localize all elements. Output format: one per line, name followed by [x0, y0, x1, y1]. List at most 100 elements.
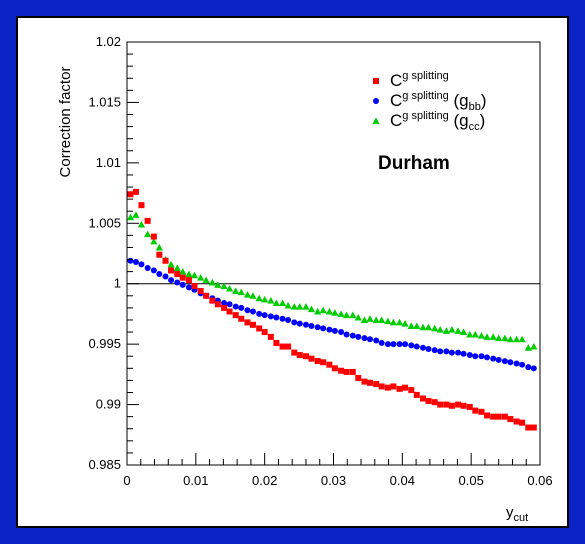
- y-tick-label: 0.99: [96, 397, 121, 412]
- circle-point-6: [162, 273, 169, 280]
- circle-point-46: [396, 341, 403, 348]
- circle-point-21: [249, 308, 256, 315]
- square-point-43: [378, 383, 385, 390]
- circle-point-7: [168, 277, 175, 284]
- triangle-point-11: [190, 271, 199, 279]
- circle-point-52: [431, 347, 438, 354]
- circle-point-47: [402, 341, 409, 348]
- square-point-44: [384, 384, 391, 391]
- triangle-point-36: [337, 310, 345, 317]
- square-point-24: [267, 333, 274, 340]
- triangle-point-7: [167, 260, 175, 268]
- circle-point-55: [448, 349, 455, 356]
- square-point-56: [455, 401, 462, 408]
- x-tick-label: 0.06: [527, 473, 552, 488]
- x-tick-label: 0.02: [252, 473, 277, 488]
- triangle-point-51: [424, 323, 433, 331]
- triangle-point-16: [220, 282, 228, 290]
- legend-base: C: [390, 91, 402, 110]
- circle-point-60: [478, 353, 485, 360]
- square-point-38: [349, 368, 356, 375]
- square-point-51: [425, 397, 432, 404]
- circle-point-67: [519, 361, 526, 368]
- circle-point-10: [185, 284, 192, 291]
- square-point-66: [513, 418, 520, 425]
- triangle-point-47: [401, 319, 409, 327]
- circle-point-58: [466, 352, 473, 359]
- triangle-point-54: [442, 327, 450, 334]
- square-point-11: [191, 283, 198, 290]
- triangle-point-45: [389, 318, 397, 326]
- square-point-30: [302, 353, 309, 360]
- circle-point-61: [483, 354, 490, 361]
- square-point-12: [197, 287, 204, 294]
- y-tick-label: 1: [114, 276, 121, 291]
- square-point-63: [495, 413, 502, 420]
- triangle-point-64: [501, 334, 509, 342]
- y-tick-label: 1.01: [96, 155, 121, 170]
- triangle-point-30: [302, 303, 310, 310]
- triangle-point-27: [284, 301, 292, 309]
- triangle-point-59: [471, 330, 479, 338]
- legend-entry-1: Cg splitting (gbb): [390, 90, 487, 113]
- triangle-point-34: [325, 307, 333, 315]
- square-point-34: [326, 361, 333, 368]
- triangle-point-38: [349, 311, 357, 319]
- circle-point-50: [419, 344, 426, 351]
- x-axis-label-main: y: [506, 504, 514, 521]
- circle-point-63: [495, 356, 502, 363]
- square-point-52: [431, 399, 438, 406]
- triangle-point-3: [144, 230, 152, 238]
- circle-point-43: [378, 339, 385, 346]
- square-point-31: [308, 355, 315, 362]
- circle-point-26: [279, 315, 286, 322]
- circle-point-38: [349, 332, 356, 339]
- triangle-point-63: [495, 334, 503, 342]
- circle-point-68: [525, 364, 532, 371]
- circle-point-28: [291, 319, 298, 326]
- x-tick-label: 0.05: [459, 473, 484, 488]
- triangle-point-26: [278, 299, 287, 307]
- triangle-point-52: [431, 324, 439, 332]
- chart-frame: 0 0.01 0.02 0.03 0.04 0.05 0.06 0.985 0.99 0.995 1…: [16, 16, 569, 528]
- circle-point-66: [513, 360, 520, 367]
- square-point-36: [338, 367, 345, 374]
- triangle-point-19: [237, 288, 245, 296]
- square-point-6: [162, 257, 169, 264]
- triangle-point-8: [173, 264, 181, 272]
- triangle-point-37: [342, 311, 351, 319]
- triangle-point-41: [366, 315, 374, 322]
- square-point-22: [256, 325, 263, 332]
- circle-point-69: [530, 365, 537, 372]
- legend-sup: g splitting: [402, 90, 448, 102]
- triangle-point-18: [232, 287, 240, 294]
- circle-point-48: [408, 342, 415, 349]
- circle-point-27: [285, 316, 292, 323]
- circle-point-3: [144, 265, 151, 272]
- legend-sub: cc: [469, 121, 481, 133]
- square-point-55: [448, 402, 455, 409]
- square-point-19: [238, 315, 245, 322]
- circle-point-30: [302, 321, 309, 328]
- circle-point-33: [320, 325, 327, 332]
- square-point-59: [472, 407, 479, 414]
- square-point-64: [501, 413, 508, 420]
- triangle-point-4: [150, 237, 158, 245]
- square-point-0: [127, 191, 134, 198]
- triangle-point-17: [225, 284, 234, 292]
- square-point-65: [507, 416, 514, 423]
- x-axis-label: ycut: [506, 504, 528, 524]
- circle-point-44: [384, 341, 391, 348]
- legend-sup: g splitting: [402, 70, 448, 82]
- square-point-42: [373, 381, 380, 388]
- square-point-68: [525, 424, 532, 431]
- triangle-point-50: [419, 323, 427, 331]
- axes: 0 0.01 0.02 0.03 0.04 0.05 0.06 0.985 0.99 0.995 1…: [88, 34, 552, 488]
- circle-point-19: [238, 304, 245, 311]
- triangle-point-32: [314, 307, 322, 315]
- square-point-46: [396, 385, 403, 392]
- square-point-28: [291, 349, 298, 356]
- square-point-57: [460, 402, 467, 409]
- triangle-point-13: [202, 276, 210, 284]
- circle-point-40: [361, 335, 368, 342]
